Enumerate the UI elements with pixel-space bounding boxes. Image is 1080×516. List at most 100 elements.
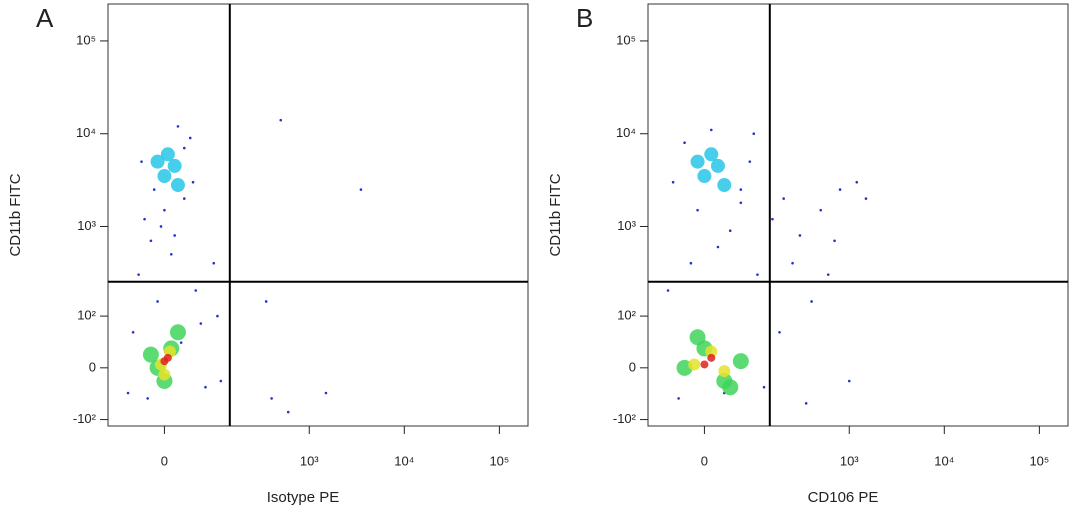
x-tick-label: 0 [701, 453, 708, 468]
event-dot [705, 345, 718, 358]
y-tick-label: 0 [629, 359, 636, 374]
y-axis-label: CD11b FITC [547, 173, 564, 256]
event-dot [359, 188, 363, 191]
x-tick-label: 10⁴ [394, 453, 414, 468]
event-dot [671, 180, 675, 184]
event-dot [188, 136, 192, 140]
event-dot [170, 178, 185, 193]
event-dot [666, 289, 670, 292]
event-dot [683, 141, 686, 145]
event-dot [182, 146, 186, 150]
event-dot [163, 208, 166, 212]
event-dot [131, 331, 135, 334]
event-dot [688, 358, 701, 371]
panel-label: B [576, 3, 593, 33]
event-dot [689, 329, 706, 346]
x-tick-label: 10⁵ [1029, 453, 1049, 468]
y-tick-label: -10² [613, 411, 637, 426]
event-dot [194, 289, 198, 292]
event-dot [160, 147, 175, 162]
event-dot [782, 197, 785, 200]
event-dot [704, 147, 719, 162]
event-dot [158, 368, 171, 381]
x-axis-label: CD106 PE [808, 489, 879, 506]
y-tick-label: 10⁴ [616, 125, 636, 140]
event-dot [324, 391, 328, 395]
event-dot [700, 360, 709, 369]
event-dot [689, 261, 693, 265]
event-dot [219, 379, 223, 383]
event-dot [838, 188, 842, 191]
plot-frame [107, 3, 529, 427]
event-dot [778, 331, 781, 334]
event-dot [864, 197, 868, 200]
event-dot [752, 132, 756, 136]
y-tick-label: -10² [73, 411, 97, 426]
event-dot [143, 217, 146, 221]
x-tick-label: 10⁴ [934, 453, 954, 468]
event-dot [718, 365, 731, 378]
event-dot [707, 353, 716, 362]
event-dot [826, 273, 830, 276]
event-dot [771, 217, 774, 221]
event-dot [152, 188, 156, 191]
event-dot [709, 128, 713, 132]
x-tick-label: 10⁵ [489, 453, 509, 468]
event-dot [169, 324, 186, 341]
event-dot [717, 178, 732, 193]
event-dot [804, 402, 808, 405]
event-dot [264, 300, 268, 303]
event-dot [159, 225, 163, 228]
event-dot [855, 180, 859, 184]
event-dot [791, 261, 794, 265]
event-dot [710, 158, 725, 173]
event-dot [212, 261, 216, 265]
event-dot [716, 245, 720, 249]
event-dot [739, 188, 743, 191]
event-dot [728, 229, 732, 233]
event-dot [762, 385, 766, 389]
event-dot [270, 397, 273, 400]
y-tick-label: 10² [617, 308, 636, 323]
panel-label: A [36, 3, 54, 33]
y-tick-label: 10⁵ [76, 32, 96, 47]
y-tick-label: 10³ [617, 218, 636, 233]
event-dot [810, 300, 813, 303]
event-dot [156, 300, 159, 303]
event-dot [279, 118, 283, 122]
event-dot [149, 239, 153, 243]
y-tick-label: 10⁵ [616, 32, 636, 47]
event-dot [150, 154, 165, 169]
event-dot [833, 239, 836, 243]
event-dot [176, 125, 180, 128]
x-tick-label: 0 [161, 453, 168, 468]
x-tick-label: 10³ [840, 453, 859, 468]
event-dot [163, 353, 172, 362]
event-dot [819, 208, 823, 212]
event-dot [199, 322, 203, 325]
y-tick-label: 10⁴ [76, 125, 96, 140]
event-dot [216, 314, 219, 318]
plot-frame [647, 3, 1069, 427]
event-dot [748, 160, 752, 163]
event-dot [140, 160, 143, 163]
event-dot [722, 379, 739, 396]
event-dot [126, 391, 130, 395]
x-tick-label: 10³ [300, 453, 319, 468]
event-dot [142, 346, 159, 363]
event-dot [697, 169, 712, 184]
y-axis-label: CD11b FITC [7, 173, 24, 256]
event-dot [173, 234, 176, 237]
event-dot [167, 158, 182, 173]
event-dot [169, 252, 173, 256]
event-dot [739, 201, 743, 205]
event-dot [191, 180, 195, 184]
event-dot [696, 208, 699, 212]
event-dot [182, 197, 186, 200]
event-dot [847, 379, 851, 383]
event-dot [179, 341, 183, 344]
y-tick-label: 0 [89, 359, 96, 374]
event-dot [690, 154, 705, 169]
event-dot [286, 410, 290, 414]
